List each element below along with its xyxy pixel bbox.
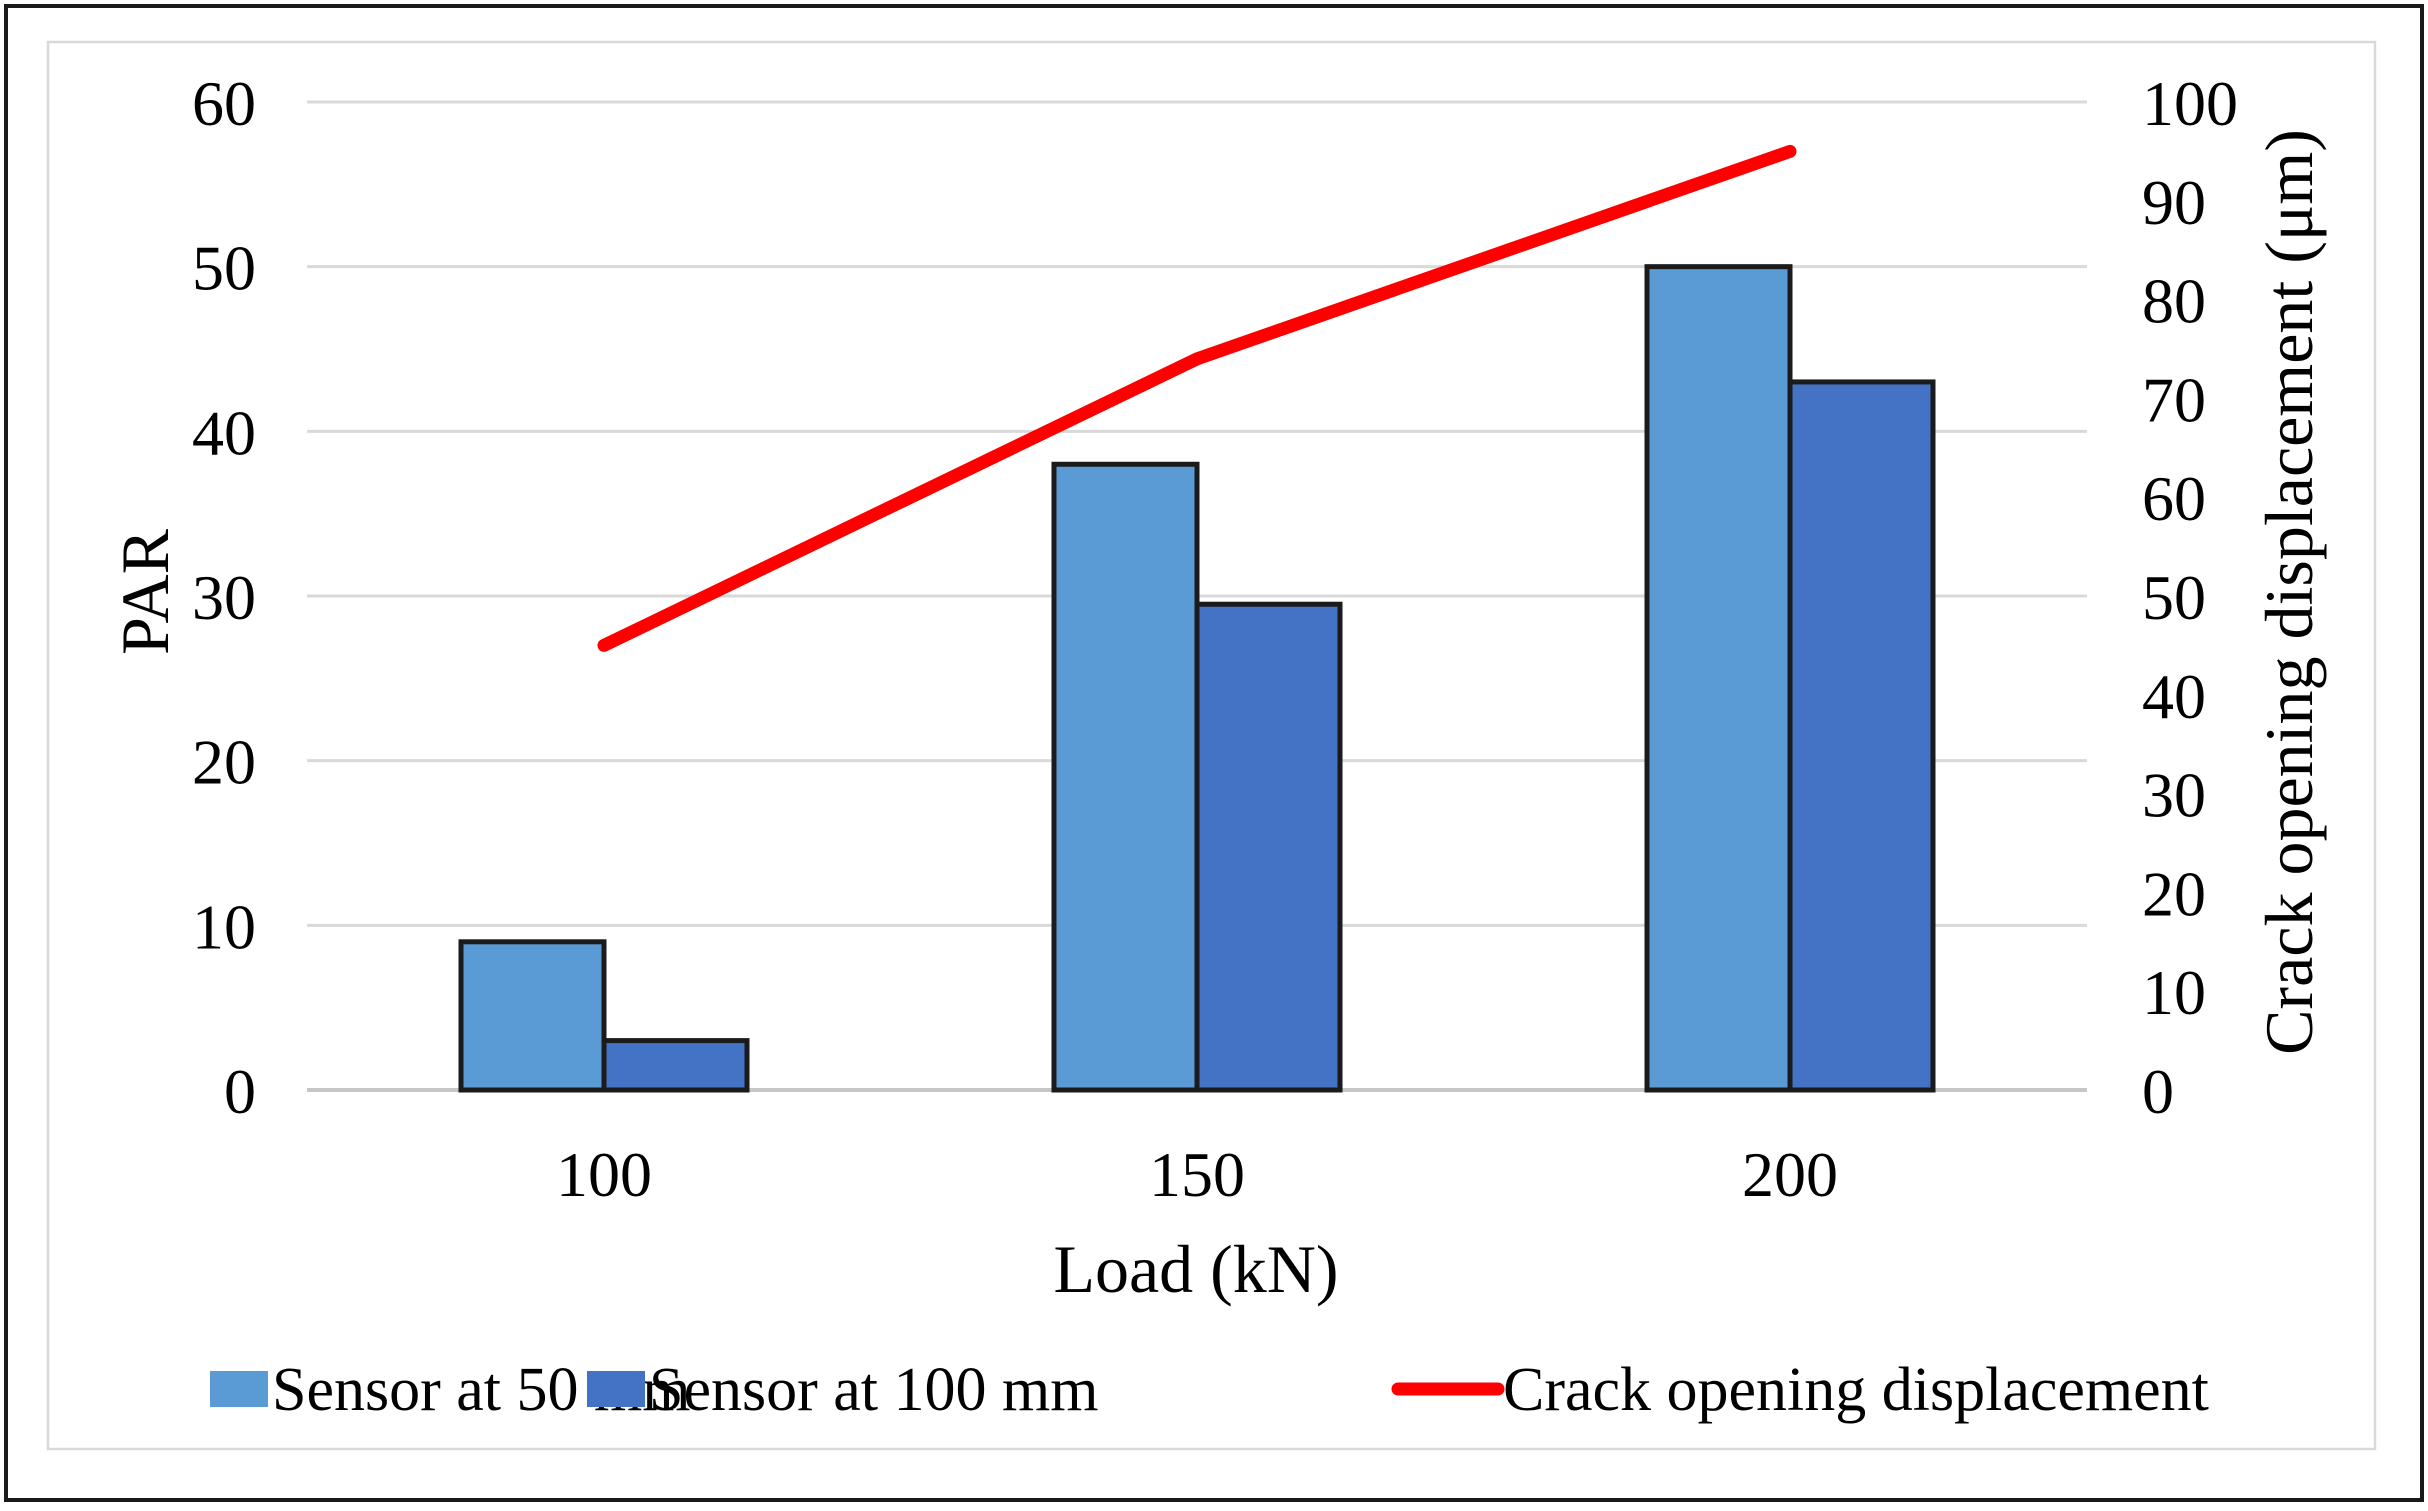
right-tick-label: 20 xyxy=(2142,858,2206,929)
bar-sensor-at-100-mm xyxy=(1194,601,1343,1093)
left-tick-label: 10 xyxy=(192,891,256,962)
legend: Sensor at 50 mm Sensor at 100 mm Crack o… xyxy=(210,1356,2209,1424)
legend-swatch-sensor-100 xyxy=(587,1371,645,1407)
right-tick-label: 80 xyxy=(2142,266,2206,337)
legend-item-crack-line: Crack opening displacement xyxy=(1391,1356,2209,1424)
left-tick-label: 30 xyxy=(192,562,256,633)
bar-series-group xyxy=(458,264,1936,1093)
left-axis-title: PAR xyxy=(107,528,183,655)
left-axis-tick-labels: 0 10 20 30 40 50 60 xyxy=(192,68,256,1127)
bar-sensor-at-100-mm xyxy=(1787,379,1936,1093)
right-tick-label: 10 xyxy=(2142,957,2206,1028)
right-tick-label: 30 xyxy=(2142,760,2206,831)
left-tick-label: 40 xyxy=(192,397,256,468)
bar-sensor-at-50-mm xyxy=(458,939,607,1093)
right-tick-label: 90 xyxy=(2142,167,2206,238)
bar-sensor-at-50-mm xyxy=(1644,264,1793,1093)
line-series-group xyxy=(597,144,1797,652)
legend-swatch-sensor-50 xyxy=(210,1371,268,1407)
x-tick-label: 150 xyxy=(1149,1139,1245,1210)
legend-label-sensor-100: Sensor at 100 mm xyxy=(649,1356,1098,1424)
left-tick-label: 20 xyxy=(192,727,256,798)
chart-area-border xyxy=(46,40,2377,1451)
right-tick-label: 50 xyxy=(2142,562,2206,633)
legend-item-sensor-100: Sensor at 100 mm xyxy=(587,1356,1098,1424)
crack-opening-displacement-line xyxy=(597,144,1797,652)
x-axis-title: Load (kN) xyxy=(1053,1231,1338,1307)
bar-sensor-at-50-mm xyxy=(1051,461,1200,1093)
right-tick-label: 40 xyxy=(2142,661,2206,732)
x-axis-tick-labels: 100 150 200 xyxy=(556,1139,1838,1210)
left-tick-label: 60 xyxy=(192,68,256,139)
left-tick-label: 0 xyxy=(224,1056,256,1127)
figure-frame xyxy=(4,4,2424,1502)
x-tick-label: 200 xyxy=(1742,1139,1838,1210)
left-tick-label: 50 xyxy=(192,233,256,304)
right-tick-label: 70 xyxy=(2142,364,2206,435)
bar-sensor-at-100-mm xyxy=(601,1038,750,1093)
x-tick-label: 100 xyxy=(556,1139,652,1210)
right-tick-label: 0 xyxy=(2142,1056,2174,1127)
right-axis-title: Crack opening displacement (μm) xyxy=(2251,129,2327,1055)
right-tick-label: 100 xyxy=(2142,68,2238,139)
right-tick-label: 60 xyxy=(2142,463,2206,534)
right-axis-tick-labels: 0 10 20 30 40 50 60 70 80 90 100 xyxy=(2142,68,2238,1127)
legend-label-crack-line: Crack opening displacement xyxy=(1503,1356,2209,1424)
